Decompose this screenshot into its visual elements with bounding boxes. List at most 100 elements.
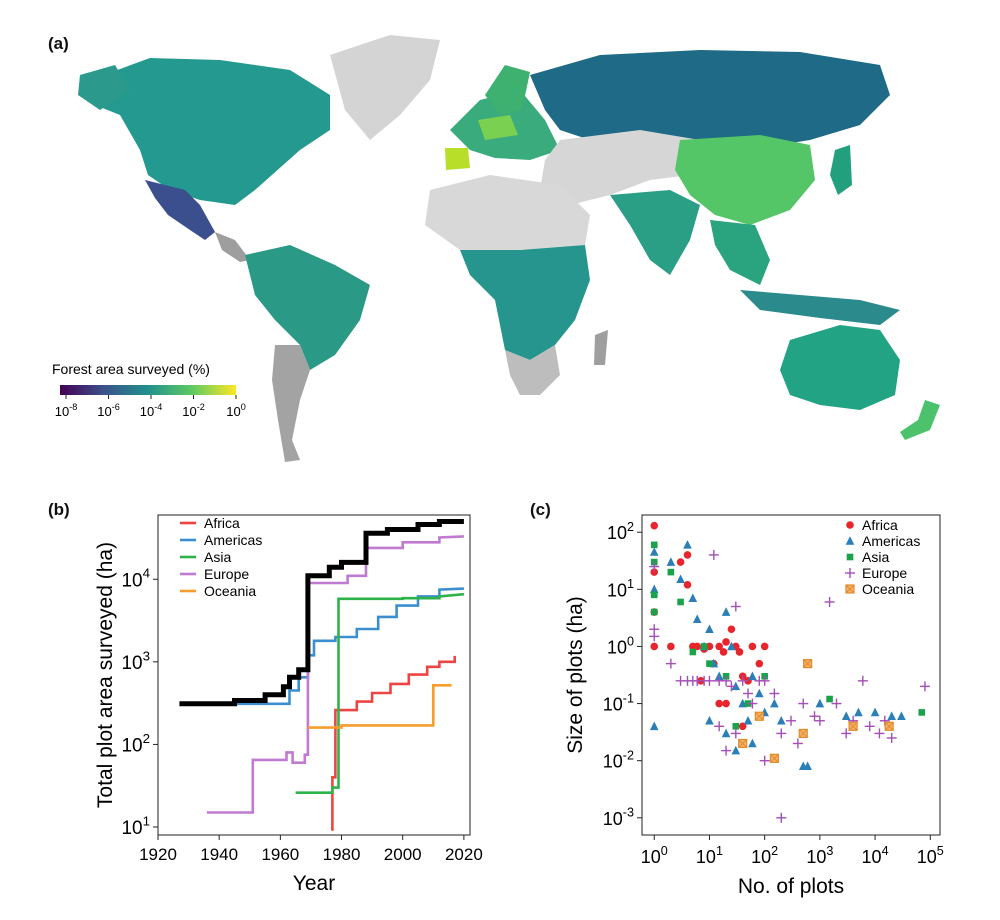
panel-c-x-tick-label: 100 [641,844,668,867]
panel-c-point-europe [737,675,748,686]
panel-c-point-americas [803,761,812,771]
panel-c-point-oceania [738,738,748,749]
panel-c-point-europe [759,675,770,686]
panel-c-point-oceania [769,753,779,763]
map-region-mexico [145,180,215,240]
panel-c-point-oceania [798,728,808,739]
panel-b-x-tick-label: 1980 [323,845,361,864]
map-region-new-zealand [900,400,940,440]
panel-c-point-asia [677,598,684,606]
panel-c-y-tick-label: 100 [607,634,634,657]
panel-c-y-tick-label: 101 [607,577,634,600]
panel-b-series-line-asia [295,592,465,795]
panel-c-point-americas [854,707,863,717]
panel-c-x-tick-label: 104 [862,844,889,867]
panel-c-point-americas [755,688,764,698]
panel-c-point-americas [731,745,741,755]
panel-c-point-africa [755,659,764,668]
panel-b-y-axis-title: Total plot area surveyed (ha) [94,542,117,808]
panel-b-line-chart: 1920 1940 1960 1980 2000 2020 101 102 103 104 Year… [94,514,483,895]
map-color-legend: Forest area surveyed (%) 10-8 10-6 10-4 10-… [52,361,246,419]
panel-c-legend-label: Europe [862,565,907,581]
panel-c-point-americas [649,547,659,556]
panel-c-point-americas [714,671,724,681]
panel-c-point-africa [715,642,723,651]
panel-c-point-americas [705,624,714,634]
panel-b-x-tick-label: 2000 [384,845,422,864]
panel-c-legend-marker [845,536,855,545]
map-region-australia [780,325,900,410]
map-legend-tick-label: 10-2 [182,402,205,419]
panel-c-point-europe [649,631,660,642]
map-region-scandinavia [485,65,530,115]
map-region-central-asia [540,130,700,205]
panel-b-legend-label: Oceania [204,583,256,599]
panel-c-legend-label: Americas [862,533,920,549]
map-region-madagascar [594,330,608,365]
panel-c-point-americas [897,711,906,721]
panel-c-legend-marker [845,584,855,594]
panel-c-point-africa [676,558,685,566]
panel-c-y-axis-title: Size of plots (ha) [564,596,587,754]
panel-c-point-europe [759,755,770,766]
panel-b-y-tick-label: 101 [121,813,150,839]
panel-b-plot-frame [157,514,471,836]
map-region-central-america [215,232,250,262]
panel-label-c: (c) [530,500,551,519]
panel-c-scatter-chart: 100 101 102 103 104 105 10-3 10-2 10-1 100 101 102 N… [564,514,944,898]
panel-c-point-oceania-x2 [738,739,748,748]
map-region-brazil [245,245,370,370]
panel-c-point-asia [706,660,713,667]
panel-b-legend-label: Europe [204,566,249,582]
panel-c-point-europe [886,732,897,743]
panel-c-point-europe [714,721,725,732]
world-map [78,35,940,462]
map-region-china [675,135,815,225]
map-legend-colorbar [60,385,236,395]
panel-c-point-europe [704,675,715,686]
map-region-alaska [78,65,130,110]
panel-c-legend-label: Oceania [862,581,914,597]
panel-c-point-asia [667,568,675,576]
panel-c-point-africa [693,642,702,651]
panel-c-point-europe [919,681,930,692]
map-greenland [330,35,440,140]
panel-c-point-americas [666,557,676,566]
map-legend-title: Forest area surveyed (%) [52,361,210,377]
panel-c-point-africa [722,638,730,646]
panel-c-y-tick-label: 10-3 [603,806,634,829]
map-region-russia [530,50,890,148]
panel-c-legend-label: Africa [862,517,898,533]
panel-c-point-europe [824,596,835,607]
panel-c-point-africa [683,580,692,589]
map-region-south-africa [505,345,560,395]
panel-c-point-americas [721,607,731,616]
panel-c-point-europe [721,745,732,756]
panel-c-point-oceania [803,659,813,669]
panel-b-series-line-americas [188,587,464,706]
panel-c-x-tick-label: 101 [696,844,723,867]
panel-c-point-americas [688,593,698,602]
map-region-india [610,190,700,275]
panel-b-x-axis-title: Year [293,872,335,895]
panel-c-point-africa [683,551,692,559]
panel-c-x-tick-label: 103 [806,844,833,867]
panel-c-point-africa [650,642,659,651]
panel-c-point-europe [798,698,809,709]
panel-c-legend-marker [846,553,854,561]
map-region-spain [445,148,470,170]
panel-c-point-africa [715,699,723,708]
panel-b-y-tick-label: 102 [121,731,150,757]
panel-c-point-europe [730,728,741,739]
panel-c-point-africa [735,648,744,656]
panel-b-legend-label: Africa [204,515,240,531]
panel-c-y-tick-label: 102 [607,520,634,543]
panel-c-point-africa [705,642,714,651]
panel-c-point-americas [748,671,757,681]
panel-c-point-europe [721,675,732,686]
panel-c-point-europe [769,688,780,699]
panel-c-point-americas [770,698,779,708]
map-region-southeast-asia [710,220,770,285]
map-legend-tick-label: 10-6 [97,402,120,419]
